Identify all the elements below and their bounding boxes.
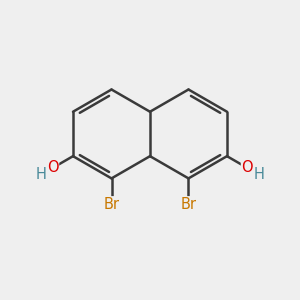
Text: Br: Br [103, 197, 119, 212]
Text: H: H [254, 167, 265, 182]
Text: O: O [242, 160, 253, 175]
Text: H: H [35, 167, 46, 182]
Text: O: O [47, 160, 58, 175]
Text: Br: Br [181, 197, 196, 212]
